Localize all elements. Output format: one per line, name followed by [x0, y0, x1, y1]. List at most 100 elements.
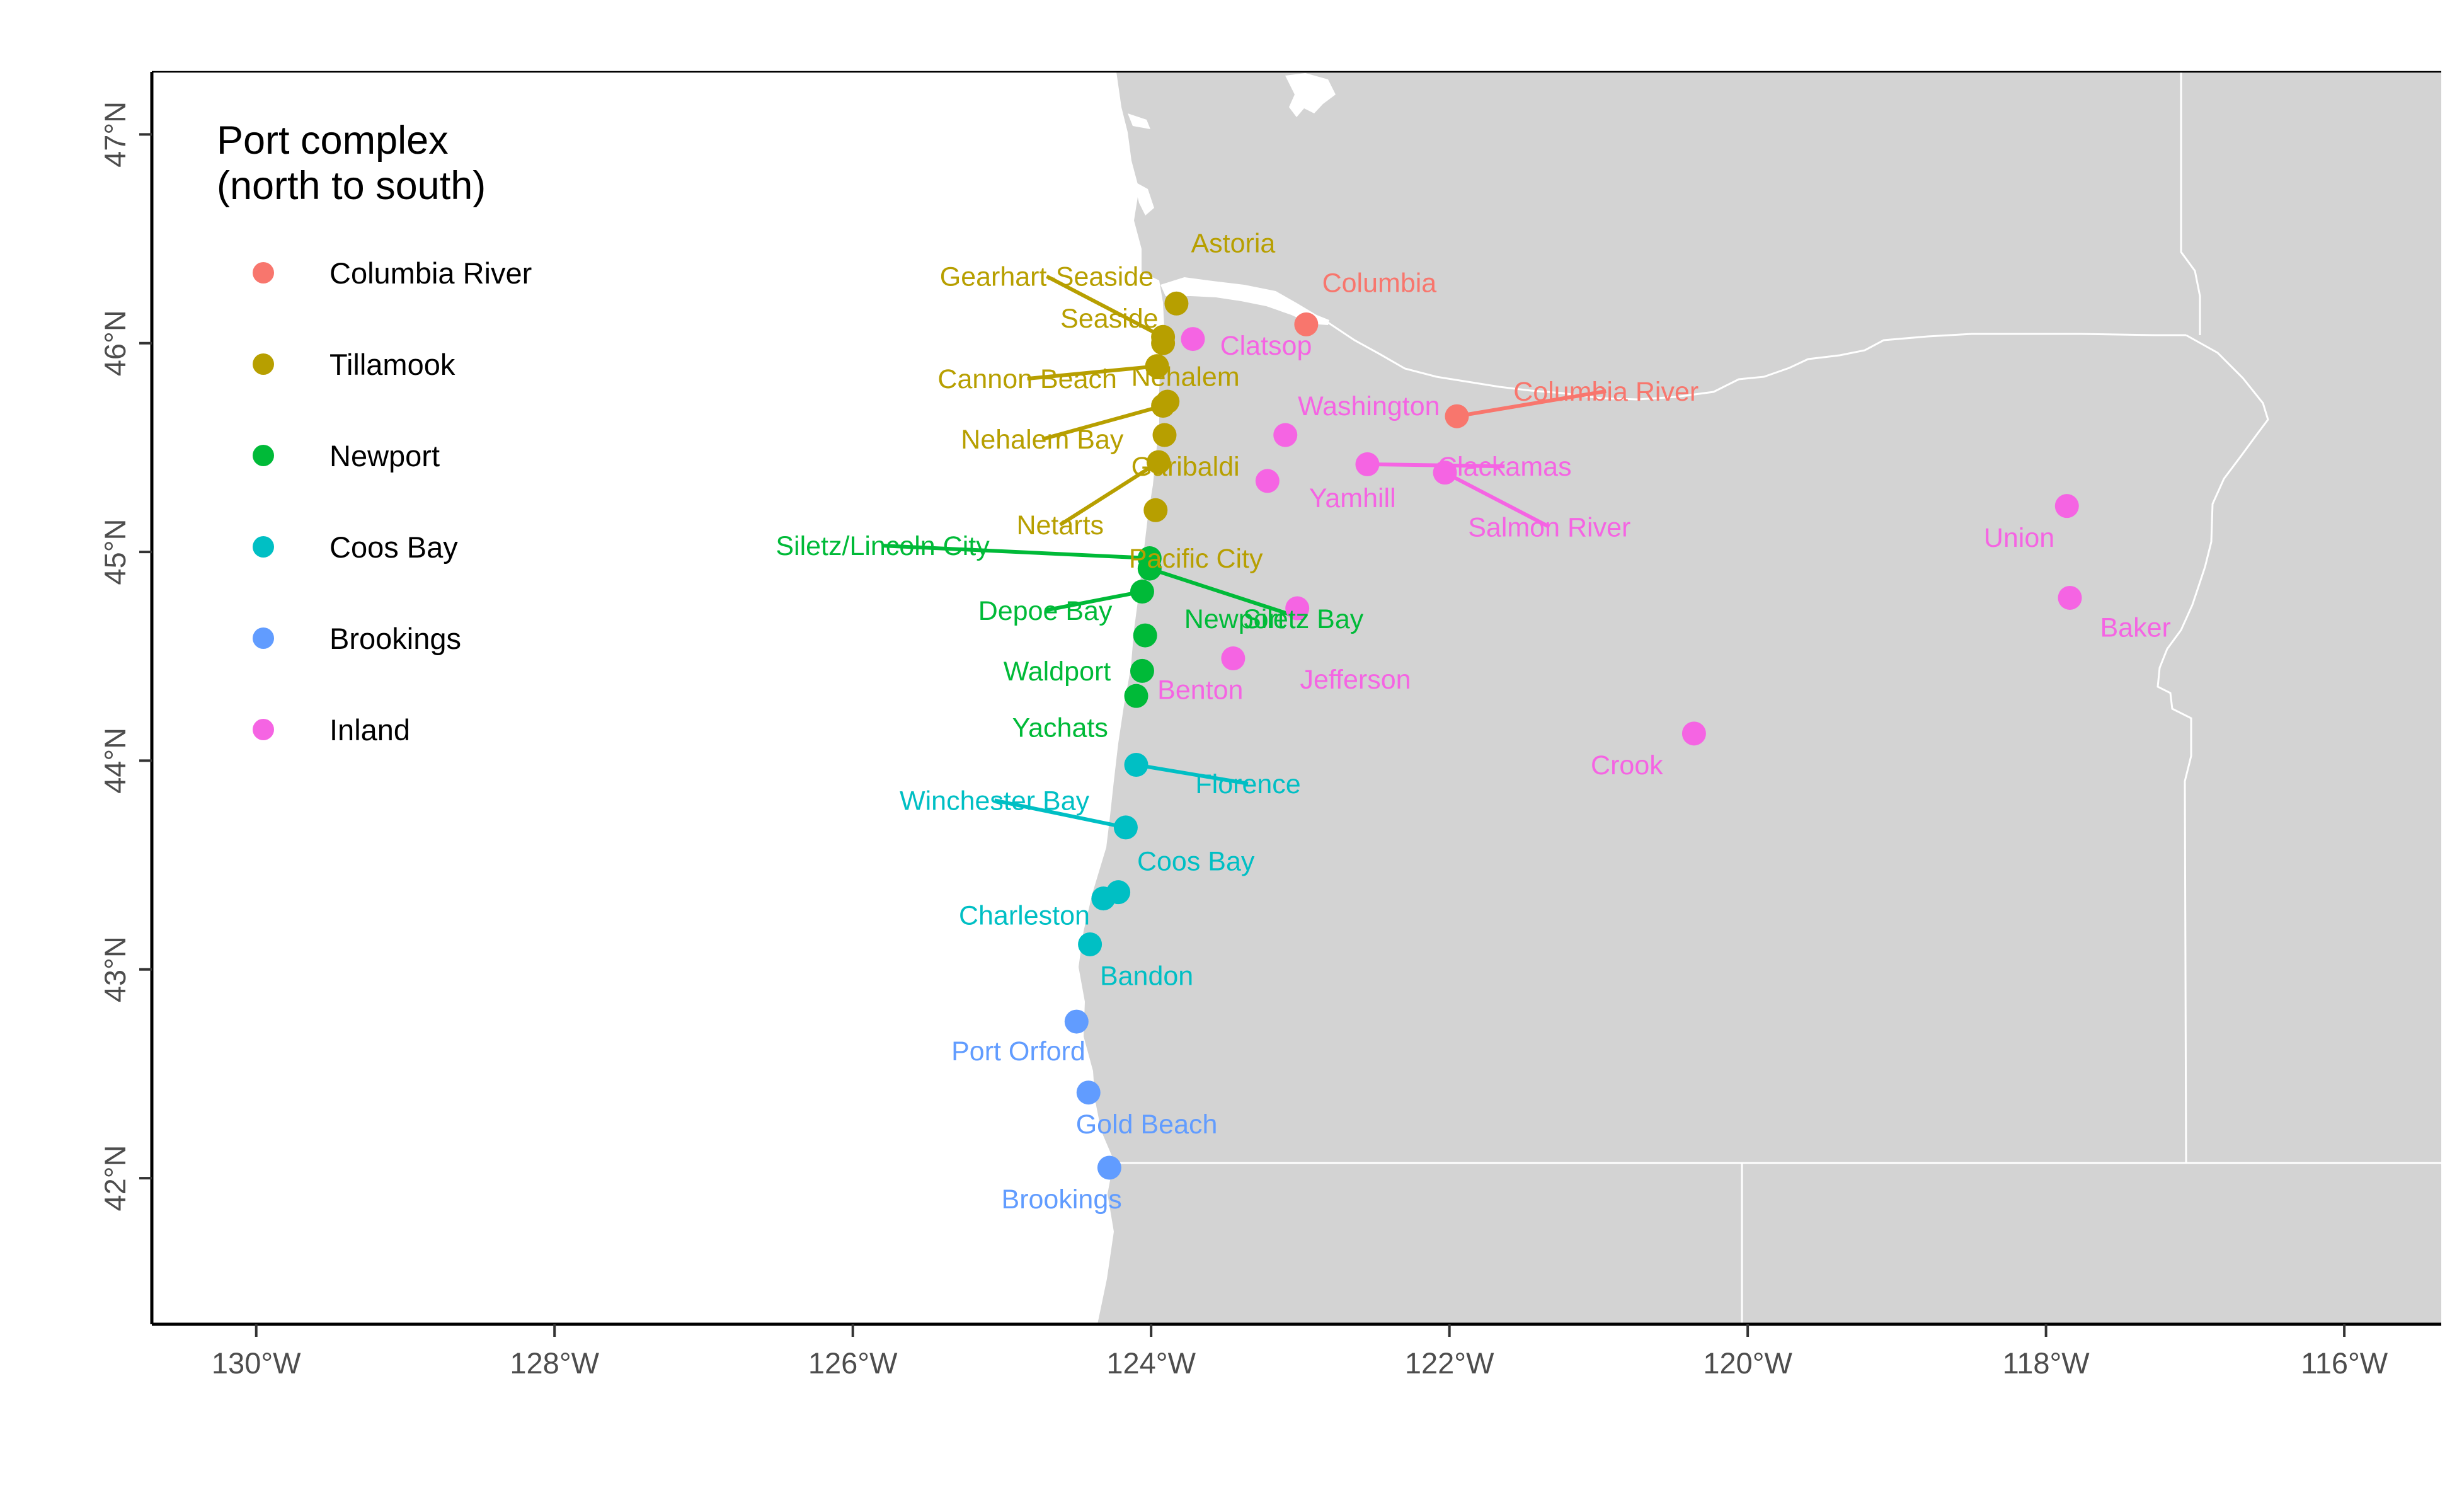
- port-point-cannon-beach: [1145, 354, 1169, 379]
- legend-title-line2: (north to south): [217, 164, 486, 208]
- port-label-bandon: Bandon: [1100, 961, 1193, 992]
- port-label-union: Union: [1984, 523, 2054, 553]
- port-label-clatsop: Clatsop: [1220, 331, 1312, 361]
- port-point-benton: [1221, 646, 1246, 671]
- port-point-crook: [1681, 721, 1706, 746]
- port-point-clatsop: [1181, 327, 1205, 352]
- legend-key-coos-bay: [253, 536, 274, 558]
- leader-line-florence: [1136, 763, 1249, 786]
- port-label-benton: Benton: [1157, 675, 1243, 706]
- port-point-washington: [1273, 423, 1298, 447]
- port-point-columbia-river: [1445, 404, 1469, 428]
- port-point-astoria: [1164, 291, 1189, 316]
- port-label-siletz-bay: Siletz Bay: [1243, 604, 1364, 634]
- port-label-crook: Crook: [1591, 750, 1663, 781]
- port-point-depoe-bay: [1130, 580, 1154, 604]
- legend-key-inland: [253, 719, 274, 740]
- port-label-clackamas: Clackamas: [1438, 452, 1572, 482]
- x-tick-label: 122°W: [1405, 1346, 1494, 1380]
- port-point-bandon: [1078, 932, 1102, 956]
- port-label-columbia: Columbia: [1322, 268, 1437, 299]
- port-label-gearhart-seaside: Gearhart-Seaside: [940, 262, 1154, 292]
- port-point-garibaldi: [1152, 423, 1177, 447]
- port-label-pacific-city: Pacific City: [1129, 544, 1263, 574]
- port-label-baker: Baker: [2100, 612, 2171, 643]
- port-label-washington: Washington: [1298, 391, 1440, 421]
- leader-line-salmon-river: [1444, 471, 1550, 529]
- port-label-depoe-bay: Depoe Bay: [978, 596, 1113, 626]
- port-label-salmon-river: Salmon River: [1468, 512, 1630, 542]
- port-point-salmon-river: [1433, 461, 1457, 485]
- puget-sound: [1285, 73, 1336, 117]
- x-tick-label: 120°W: [1703, 1346, 1792, 1380]
- legend-label-coos-bay: Coos Bay: [329, 530, 458, 564]
- or-id-border: [2156, 334, 2269, 1164]
- port-points: [1064, 291, 2082, 1180]
- port-label-garibaldi: Garibaldi: [1131, 452, 1240, 482]
- x-tick-label: 128°W: [510, 1346, 599, 1380]
- y-tick-label: 44°N: [98, 728, 132, 794]
- y-tick-label: 43°N: [98, 936, 132, 1002]
- y-tick-label: 47°N: [98, 101, 132, 168]
- port-label-netarts: Netarts: [1016, 510, 1104, 541]
- port-point-union: [2054, 494, 2079, 518]
- port-point-baker: [2058, 585, 2082, 610]
- port-point-columbia: [1294, 312, 1319, 336]
- port-point-nehalem-bay: [1151, 394, 1176, 418]
- x-tick-label: 130°W: [212, 1346, 301, 1380]
- legend-items: Columbia River Tillamook Newport Coos Bay Br…: [253, 256, 532, 747]
- port-labels: Astoria Gearhart-Seaside Seaside Cannon Bea…: [776, 229, 2170, 1215]
- port-point-brookings: [1097, 1155, 1121, 1180]
- port-point-port-orford: [1064, 1009, 1089, 1034]
- grays-harbor: [1128, 113, 1150, 129]
- willapa-bay: [1134, 181, 1154, 215]
- leader-line-siletz-lincoln-city: [882, 544, 1150, 561]
- port-point-seaside: [1151, 331, 1176, 355]
- port-label-siletz-lincoln-city: Siletz/Lincoln City: [776, 531, 990, 561]
- port-label-nehalem-bay: Nehalem Bay: [961, 425, 1124, 455]
- legend-label-columbia-river: Columbia River: [329, 256, 532, 290]
- y-tick-label: 42°N: [98, 1145, 132, 1211]
- port-point-winchester-bay: [1113, 815, 1138, 840]
- leader-line-depoe-bay: [1045, 590, 1143, 612]
- port-label-waldport: Waldport: [1004, 656, 1111, 687]
- port-point-clackamas: [1355, 452, 1380, 476]
- port-label-cannon-beach: Cannon Beach: [937, 364, 1117, 394]
- port-label-charleston: Charleston: [959, 901, 1090, 931]
- port-label-yachats: Yachats: [1012, 713, 1108, 743]
- port-label-florence: Florence: [1195, 769, 1300, 799]
- land-area: [1079, 72, 2441, 1324]
- port-label-jefferson: Jefferson: [1300, 665, 1411, 695]
- port-point-siletz-bay: [1137, 556, 1162, 581]
- x-axis: 130°W 128°W 126°W 124°W 122°W 120°W 118°W 116°W: [212, 1324, 2388, 1380]
- y-axis: 42°N 43°N 44°N 45°N 46°N 47°N: [98, 101, 152, 1211]
- port-point-charleston: [1091, 886, 1116, 911]
- port-point-yachats: [1124, 684, 1148, 708]
- port-label-gold-beach: Gold Beach: [1076, 1109, 1218, 1140]
- x-tick-label: 124°W: [1106, 1346, 1196, 1380]
- legend-title-line1: Port complex: [217, 118, 449, 163]
- x-tick-label: 116°W: [2301, 1346, 2388, 1380]
- map-panel: Astoria Gearhart-Seaside Seaside Cannon Bea…: [776, 72, 2441, 1324]
- legend-label-inland: Inland: [329, 713, 410, 747]
- legend-key-brookings: [253, 627, 274, 649]
- y-tick-label: 46°N: [98, 310, 132, 376]
- port-label-columbia-river: Columbia River: [1513, 377, 1698, 407]
- port-label-astoria: Astoria: [1191, 229, 1275, 259]
- state-borders: [1097, 72, 2441, 1324]
- port-label-winchester-bay: Winchester Bay: [900, 786, 1090, 816]
- legend-key-newport: [253, 445, 274, 466]
- legend-key-tillamook: [253, 353, 274, 375]
- columbia-estuary: [1160, 277, 1329, 325]
- port-label-coos-bay: Coos Bay: [1137, 846, 1255, 876]
- or-wa-border: [1327, 321, 2186, 401]
- port-point-waldport: [1130, 658, 1154, 683]
- x-tick-label: 126°W: [808, 1346, 898, 1380]
- legend-label-tillamook: Tillamook: [329, 348, 455, 381]
- leader-line-cannon-beach: [1027, 364, 1157, 381]
- legend-key-columbia-river: [253, 262, 274, 284]
- leader-line-nehalem-bay: [1041, 404, 1164, 442]
- legend-label-newport: Newport: [329, 439, 440, 472]
- leader-line-columbia-river: [1457, 389, 1606, 418]
